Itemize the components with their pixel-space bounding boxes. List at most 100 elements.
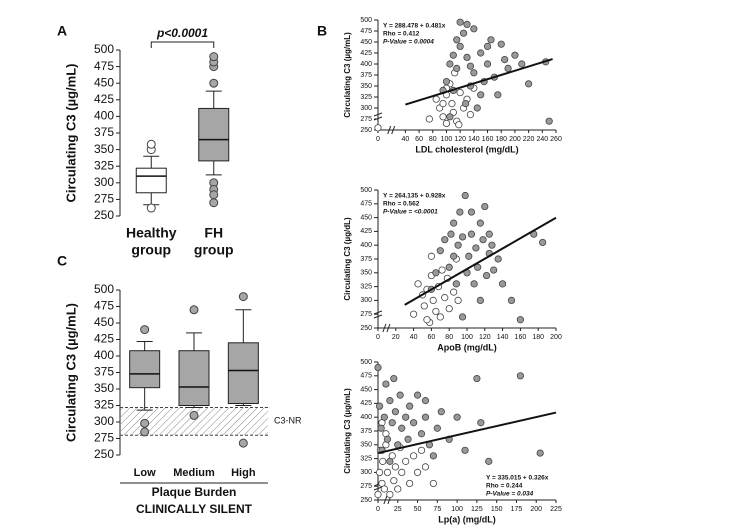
point <box>432 95 440 103</box>
point <box>516 316 525 324</box>
point <box>421 413 430 421</box>
x-tick-label: FH <box>204 225 223 241</box>
point <box>479 236 487 244</box>
y-tick-label: 350 <box>94 142 114 156</box>
x-tick-label: 80 <box>429 136 437 143</box>
outlier <box>209 78 219 88</box>
x-tick-label: 200 <box>509 136 521 143</box>
point <box>394 485 402 493</box>
point <box>450 252 458 260</box>
y-tick-label: 400 <box>360 414 372 421</box>
y-tick-label: 500 <box>360 359 372 366</box>
point <box>446 60 454 68</box>
y-tick-label: 500 <box>360 187 372 194</box>
outlier <box>238 438 248 448</box>
y-tick-label: 375 <box>94 125 114 139</box>
y-axis-label: Circulating C3 (µg/dL) <box>343 217 352 301</box>
point <box>380 413 388 421</box>
x-tick-label: 60 <box>415 136 423 143</box>
point <box>498 280 507 288</box>
fit-line <box>404 216 557 306</box>
axis-break <box>382 323 391 333</box>
x-tick-label: 160 <box>515 334 527 341</box>
point <box>447 230 455 238</box>
y-tick-label: 300 <box>360 105 372 112</box>
y-tick-label: 325 <box>360 283 372 290</box>
x-tick-label: Low <box>134 467 156 479</box>
y-tick-label: 475 <box>94 59 114 73</box>
x-tick-label: 100 <box>461 334 473 341</box>
point <box>406 479 414 488</box>
x-tick-label: 200 <box>530 506 542 513</box>
point <box>436 247 444 255</box>
y-tick-label: 325 <box>94 398 114 412</box>
fit-line <box>377 411 557 455</box>
point <box>421 463 430 471</box>
stats-annotation: Y = 288.478 + 0.481x <box>383 23 446 30</box>
x-tick-label: 80 <box>445 334 453 341</box>
point <box>455 121 463 129</box>
point <box>482 271 491 280</box>
x-tick-label: 180 <box>532 334 544 341</box>
x-axis-label: Plaque Burden <box>152 485 237 499</box>
point <box>453 64 461 73</box>
significance-label: p<0.0001 <box>156 26 208 40</box>
point <box>449 51 457 59</box>
axis-break <box>373 112 383 121</box>
stats-annotation: Y = 335.015 + 0.326x <box>486 475 549 482</box>
point <box>439 113 447 121</box>
point <box>456 42 464 51</box>
x-tick-label: 160 <box>482 136 494 143</box>
panel-label: C <box>57 253 67 269</box>
point <box>398 468 406 476</box>
y-tick-label: 400 <box>94 109 114 123</box>
y-tick-label: 500 <box>94 282 114 296</box>
point <box>425 115 433 123</box>
point <box>456 18 464 26</box>
point <box>465 252 473 260</box>
y-tick-label: 375 <box>360 256 372 263</box>
point <box>396 391 404 399</box>
point <box>450 219 458 227</box>
point <box>406 402 414 410</box>
point <box>545 117 553 125</box>
point <box>467 230 476 238</box>
y-axis-label: Circulating C3 (µg/mL) <box>343 32 352 118</box>
point <box>490 266 498 274</box>
point <box>442 78 451 86</box>
x-tick-label: 100 <box>441 136 453 143</box>
point <box>404 435 412 443</box>
outlier <box>146 139 156 149</box>
reference-label: C3-NR <box>274 416 302 426</box>
x-tick-label: 0 <box>376 506 380 513</box>
x-tick-label: 120 <box>454 136 466 143</box>
y-tick-label: 275 <box>360 483 372 490</box>
y-tick-label: 500 <box>360 17 372 24</box>
point <box>518 60 526 68</box>
y-tick-label: 500 <box>94 42 114 56</box>
axis-break <box>387 125 396 135</box>
point <box>420 302 428 310</box>
point <box>459 29 468 37</box>
point <box>383 435 392 443</box>
y-tick-label: 375 <box>360 428 372 435</box>
y-axis-label: Circulating C3 (µg/mL) <box>63 303 78 442</box>
point <box>402 457 410 465</box>
point <box>477 49 485 57</box>
y-axis-label: Circulating C3 (µg/mL) <box>63 64 78 203</box>
point <box>497 40 505 48</box>
point <box>398 424 406 432</box>
point <box>391 463 400 471</box>
point <box>485 230 493 238</box>
point <box>413 468 422 476</box>
point <box>429 479 437 488</box>
y-tick-label: 475 <box>360 201 372 208</box>
y-tick-label: 450 <box>360 39 372 46</box>
x-tick-label: 60 <box>428 334 436 341</box>
point <box>375 468 384 476</box>
y-tick-label: 400 <box>360 242 372 249</box>
point <box>380 485 388 493</box>
point <box>429 296 437 304</box>
point <box>467 208 476 216</box>
